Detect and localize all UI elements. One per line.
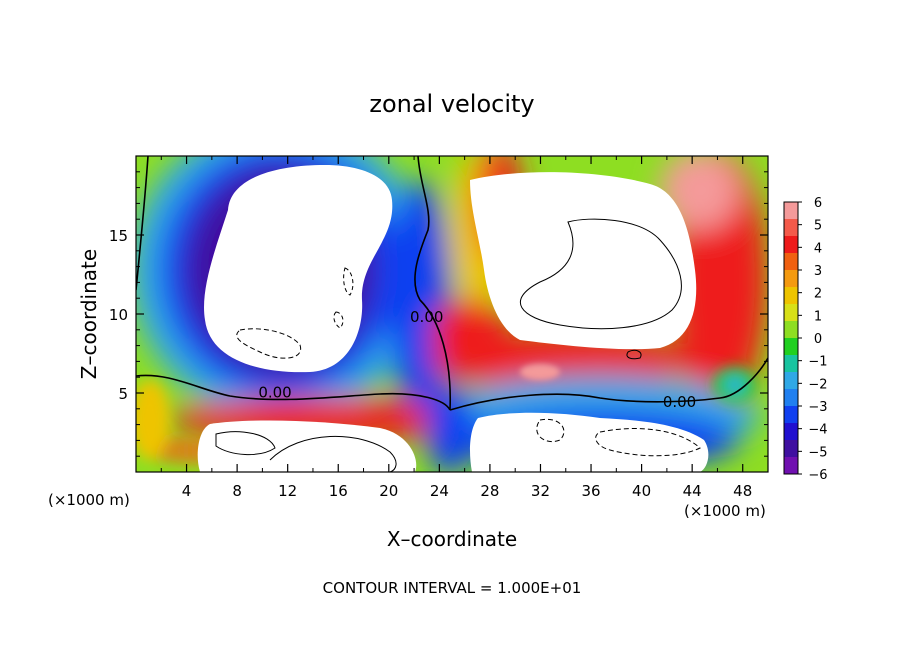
contour-label: 0.00 xyxy=(663,393,696,411)
x-tick-label: 24 xyxy=(430,482,449,500)
colorbar-tick-label: −6 xyxy=(808,468,827,483)
chart-title: zonal velocity xyxy=(369,90,534,118)
colorbar-swatch xyxy=(784,440,798,458)
x-unit-right: (×1000 m) xyxy=(684,502,766,520)
colorbar-swatch xyxy=(784,372,798,390)
colorbar-swatch xyxy=(784,389,798,407)
x-tick-label: 20 xyxy=(379,482,398,500)
x-tick-label: 28 xyxy=(480,482,499,500)
colorbar-swatch xyxy=(784,202,798,220)
x-tick-label: 44 xyxy=(683,482,702,500)
x-axis-label: X–coordinate xyxy=(387,527,517,551)
colorbar-swatch xyxy=(784,338,798,356)
colorbar-swatch xyxy=(784,253,798,271)
colorbar-swatch xyxy=(784,219,798,237)
colorbar-tick-label: 5 xyxy=(814,219,822,234)
colorbar-tick-label: −1 xyxy=(808,355,827,370)
x-tick-label: 48 xyxy=(733,482,752,500)
x-unit-left: (×1000 m) xyxy=(48,491,130,509)
colorbar-swatch xyxy=(784,423,798,441)
colorbar-tick-label: 4 xyxy=(814,241,822,256)
y-tick-label: 15 xyxy=(109,227,128,245)
colorbar-tick-label: 2 xyxy=(814,287,822,302)
x-tick-label: 32 xyxy=(531,482,550,500)
colorbar-tick-label: 0 xyxy=(814,332,822,347)
y-tick-label: 10 xyxy=(109,306,128,324)
contour-label: 0.00 xyxy=(258,384,291,402)
x-tick-label: 12 xyxy=(278,482,297,500)
colorbar-tick-label: −4 xyxy=(808,423,827,438)
colorbar-swatch xyxy=(784,270,798,288)
heatmap-field xyxy=(136,156,768,472)
colorbar-swatch xyxy=(784,355,798,373)
colorbar-tick-label: 1 xyxy=(814,309,822,324)
x-tick-label: 40 xyxy=(632,482,651,500)
colorbar-swatch xyxy=(784,321,798,339)
colorbar-swatch xyxy=(784,406,798,424)
x-tick-label: 8 xyxy=(232,482,242,500)
colorbar xyxy=(784,202,798,475)
colorbar-tick-label: 6 xyxy=(814,196,822,211)
colorbar-swatch xyxy=(784,287,798,305)
x-tick-label: 4 xyxy=(182,482,192,500)
colorbar-tick-label: 3 xyxy=(814,264,822,279)
x-tick-label: 16 xyxy=(329,482,348,500)
colorbar-swatch xyxy=(784,304,798,322)
colorbar-swatch xyxy=(784,236,798,254)
y-tick-label: 5 xyxy=(118,385,128,403)
colorbar-swatch xyxy=(784,457,798,475)
y-axis-label: Z–coordinate xyxy=(77,249,101,379)
colorbar-tick-label: −5 xyxy=(808,445,827,460)
contour-interval-note: CONTOUR INTERVAL = 1.000E+01 xyxy=(323,579,582,597)
colorbar-tick-label: −2 xyxy=(808,377,827,392)
colorbar-tick-label: −3 xyxy=(808,400,827,415)
contour-label: 0.00 xyxy=(410,308,443,326)
x-tick-label: 36 xyxy=(581,482,600,500)
